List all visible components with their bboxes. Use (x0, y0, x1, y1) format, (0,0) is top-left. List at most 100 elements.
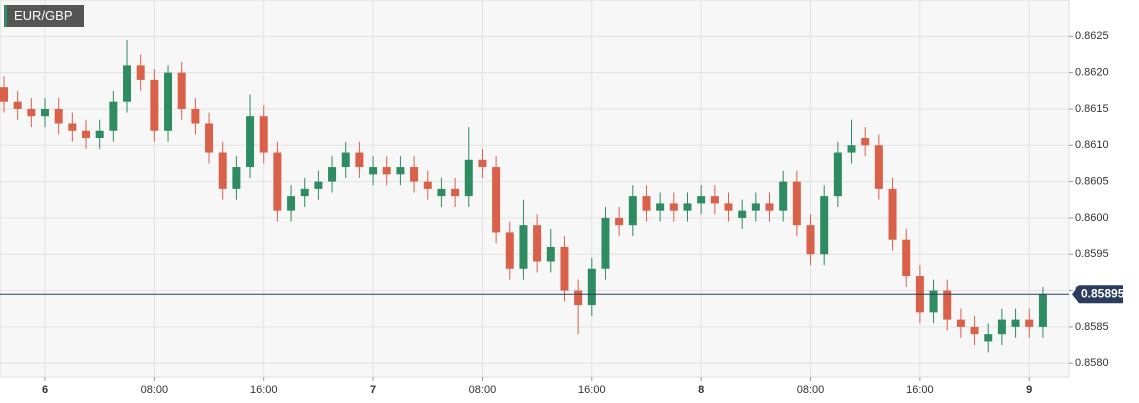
x-tick-label: 9 (1026, 384, 1032, 396)
plot-area (0, 0, 1070, 378)
candle-body (410, 167, 419, 182)
candle-body (874, 145, 883, 189)
candle-body (943, 290, 952, 320)
candle-body (164, 72, 173, 131)
candle-body (1025, 319, 1034, 327)
candle-body (54, 108, 63, 124)
y-tick-label: 0.8610 (1075, 139, 1109, 151)
x-tick-label: 08:00 (141, 384, 169, 396)
y-tick-label: 0.8585 (1075, 321, 1109, 333)
candle-body (341, 152, 350, 168)
candle-body (820, 196, 829, 255)
candle-body (738, 210, 747, 218)
y-tick-label: 0.8620 (1075, 67, 1109, 79)
candle-body (382, 167, 391, 175)
candle-body (806, 225, 815, 255)
candle-body (492, 167, 501, 233)
candle-body (300, 188, 309, 197)
candle-body (136, 65, 145, 80)
candle-body (205, 123, 214, 153)
candle-body (369, 167, 378, 175)
candle-body (396, 167, 405, 175)
candle-body (27, 108, 36, 117)
candle-body (751, 203, 760, 211)
candle-body (656, 203, 665, 211)
candle-body (792, 181, 801, 226)
candle-body (956, 319, 965, 327)
y-tick-label: 0.8605 (1075, 176, 1109, 188)
candle-body (642, 196, 651, 211)
candle-body (505, 232, 514, 269)
candle-body (95, 130, 104, 139)
candle-body (546, 246, 555, 262)
x-tick-label: 16:00 (250, 384, 278, 396)
candle-body (437, 188, 446, 197)
candle-body (13, 101, 22, 109)
candle-body (724, 203, 733, 211)
last-price-tag (1072, 285, 1123, 304)
candle-body (177, 72, 186, 109)
y-tick-label: 0.8625 (1075, 30, 1109, 42)
candle-body (150, 79, 159, 131)
y-tick-label: 0.8600 (1075, 212, 1109, 224)
title-accent (4, 5, 7, 27)
last-price-label: 0.85895 (1081, 286, 1125, 300)
candle-body (669, 203, 678, 211)
x-tick-label: 08:00 (797, 384, 825, 396)
candle-body (355, 152, 364, 168)
candle-body (1038, 294, 1047, 327)
candle-body (191, 108, 200, 124)
candle-body (902, 239, 911, 277)
candle-body (82, 130, 91, 139)
candle-body (123, 65, 132, 102)
candle-body (68, 123, 77, 131)
candle-body (232, 167, 241, 189)
candle-body (519, 225, 528, 269)
y-tick-label: 0.8580 (1075, 357, 1109, 369)
candle-body (765, 203, 774, 211)
candle-body (929, 290, 938, 313)
candle-body (574, 290, 583, 306)
title-box (4, 5, 84, 27)
candle-body (287, 196, 296, 211)
candle-body (888, 188, 897, 240)
candle-body (833, 152, 842, 197)
candle-body (984, 334, 993, 342)
x-tick-label: 7 (370, 384, 376, 396)
candle-body (683, 203, 692, 211)
y-tick-label: 0.8595 (1075, 248, 1109, 260)
candle-body (779, 181, 788, 211)
candle-body (273, 152, 282, 211)
x-tick-label: 16:00 (906, 384, 934, 396)
x-tick-label: 8 (698, 384, 704, 396)
x-tick-label: 08:00 (469, 384, 497, 396)
candle-body (533, 225, 542, 262)
candle-body (464, 159, 473, 197)
candle-body (328, 167, 337, 182)
candle-body (109, 101, 118, 131)
candle-body (560, 246, 569, 291)
x-tick-label: 16:00 (578, 384, 606, 396)
candle-body (451, 188, 460, 197)
candle-body (218, 152, 227, 189)
chart-title: EUR/GBP (14, 8, 73, 23)
candle-body (861, 138, 870, 146)
candle-body (478, 159, 487, 168)
candle-body (628, 196, 637, 226)
candle-body (847, 145, 856, 153)
candle-body (246, 116, 255, 168)
x-tick-label: 6 (42, 384, 48, 396)
candle-body (41, 108, 49, 117)
candle-body (314, 181, 323, 189)
candle-body (259, 116, 268, 153)
candle-body (601, 217, 610, 269)
candle-body (710, 196, 719, 204)
candle-body (615, 217, 624, 226)
candle-body (997, 319, 1006, 335)
candle-body (423, 181, 432, 189)
candle-body (587, 268, 596, 306)
candle-body (1011, 319, 1020, 327)
candle-body (970, 326, 979, 335)
